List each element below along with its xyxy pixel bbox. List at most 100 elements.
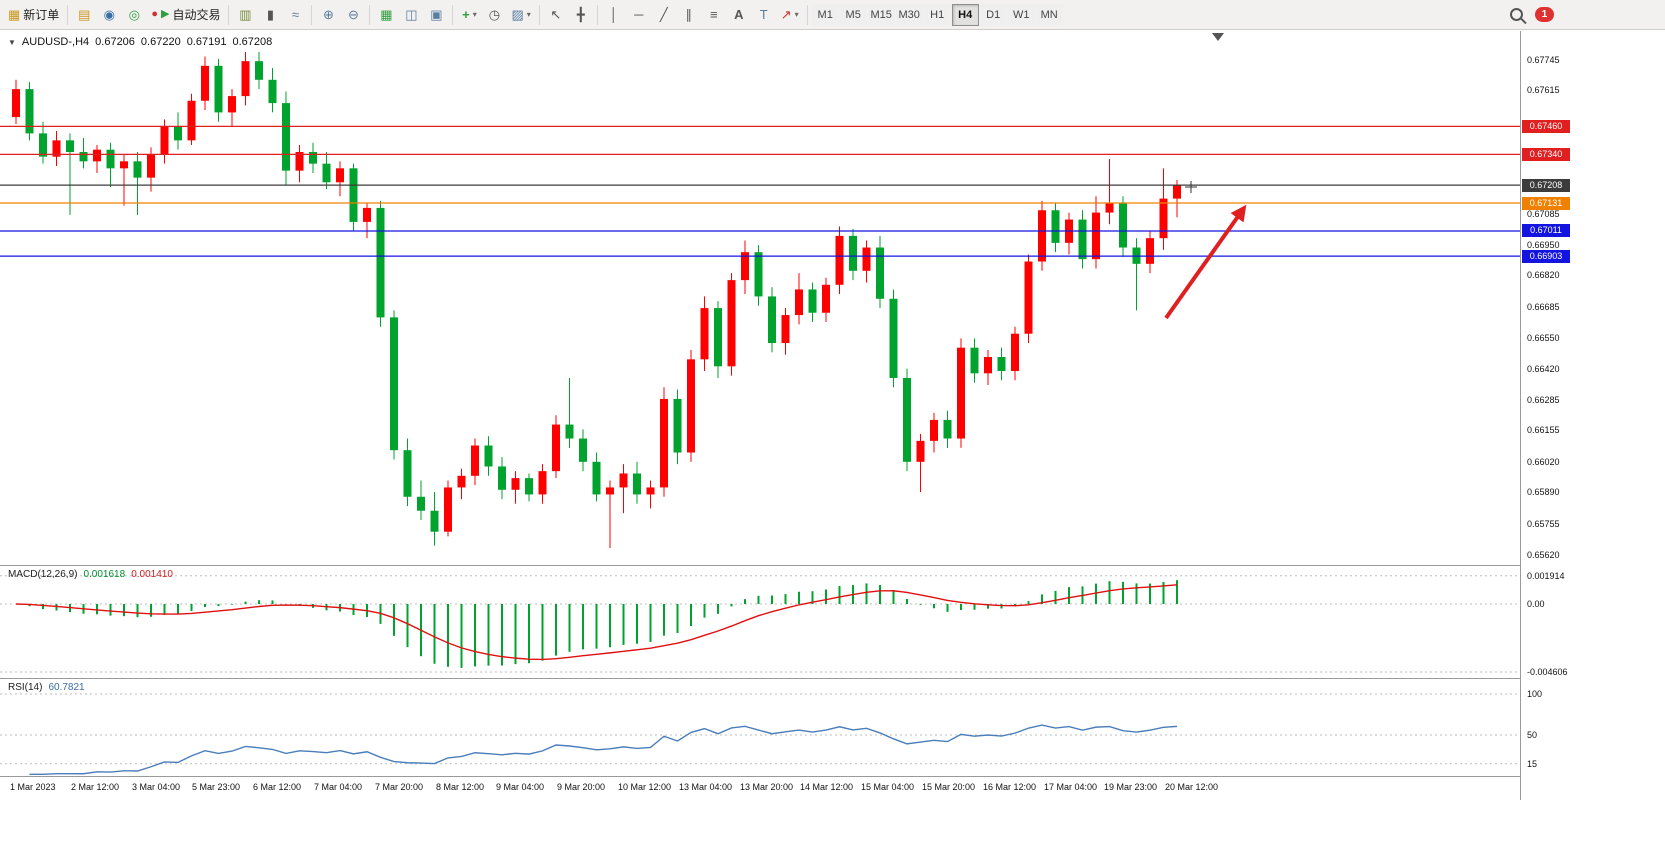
timeframe-w1-button[interactable]: W1: [1007, 3, 1035, 26]
new-order-label: 新订单: [23, 8, 60, 22]
vertical-line-tool-button[interactable]: │: [602, 3, 626, 27]
bar-chart-button[interactable]: ▥: [233, 3, 257, 27]
candle: [822, 277, 830, 323]
candle-body: [579, 438, 587, 462]
rsi-title: RSI(14): [8, 682, 43, 693]
candle: [808, 282, 817, 323]
candle: [646, 480, 655, 509]
candle-body: [673, 398, 682, 453]
time-axis-label: 10 Mar 12:00: [618, 782, 672, 792]
add-indicator-button[interactable]: + ▾: [457, 3, 481, 27]
crosshair-tool-button[interactable]: ╋: [569, 3, 593, 27]
candle-body: [174, 126, 182, 141]
candle-body: [160, 126, 169, 155]
time-axis-label: 17 Mar 04:00: [1044, 782, 1098, 792]
notification-badge[interactable]: 1: [1535, 7, 1554, 22]
candle-body: [552, 424, 560, 472]
candle-body: [592, 461, 601, 495]
price-axis: 0.67460 0.67340 0.67208 0.67131 0.67011 0.669…: [1521, 0, 1665, 849]
fibonacci-tool-button[interactable]: ≡: [702, 3, 726, 27]
candle: [660, 387, 668, 497]
profile-button[interactable]: ◉: [97, 3, 121, 27]
candle: [336, 161, 344, 197]
price-axis-label: 0.65890: [1527, 487, 1560, 498]
cursor-tool-button[interactable]: ↖: [544, 3, 568, 27]
terminal-button[interactable]: ▤: [72, 3, 96, 27]
arrange-windows-button[interactable]: ◫: [399, 3, 423, 27]
price-axis-label: 0.66550: [1527, 333, 1560, 344]
timeframe-m1-button[interactable]: M1: [811, 3, 839, 26]
timeframe-m5-button[interactable]: M5: [839, 3, 867, 26]
timeframe-h1-button[interactable]: H1: [923, 3, 951, 26]
zoom-out-button[interactable]: ⊖: [341, 3, 365, 27]
candle: [1105, 158, 1114, 225]
trendline-tool-button[interactable]: ╱: [652, 3, 676, 27]
search-icon[interactable]: [1510, 8, 1523, 21]
candle: [255, 51, 263, 90]
timeframe-mn-button[interactable]: MN: [1035, 3, 1063, 26]
template-icon: ▨: [511, 7, 524, 22]
new-order-button[interactable]: ▦ 新订单: [4, 3, 63, 27]
time-axis-label: 15 Mar 20:00: [922, 782, 976, 792]
autotrading-label: 自动交易: [172, 8, 221, 22]
candle: [1051, 203, 1060, 253]
candle-body: [1038, 210, 1046, 262]
timeframe-h4-button[interactable]: H4: [951, 3, 979, 26]
template-button[interactable]: ▨ ▾: [507, 3, 534, 27]
candle-body: [741, 252, 749, 281]
news-button[interactable]: ◎: [122, 3, 146, 27]
candle: [565, 377, 574, 448]
line-chart-button[interactable]: ≈: [283, 3, 307, 27]
autotrading-button[interactable]: ● ▶ 自动交易: [147, 3, 224, 27]
candle: [228, 89, 236, 127]
trendline-icon: ╱: [659, 7, 668, 22]
candle-body: [187, 100, 196, 141]
trend-arrow[interactable]: [1164, 204, 1247, 320]
candle: [835, 226, 844, 295]
candle-body: [754, 252, 763, 297]
channel-tool-button[interactable]: ∥: [677, 3, 701, 27]
price-axis-label: 0.67615: [1527, 85, 1560, 96]
rsi-axis-label: 50: [1527, 730, 1538, 740]
candle-body: [835, 235, 844, 285]
panel-separators: [0, 31, 1521, 800]
horizontal-line-tool-button[interactable]: ─: [627, 3, 651, 27]
cascade-windows-button[interactable]: ▣: [424, 3, 448, 27]
toolbar-separator: [452, 4, 454, 25]
candle: [174, 112, 182, 150]
candle: [1173, 179, 1181, 218]
shapes-tool-button[interactable]: ↗ ▾: [777, 3, 803, 27]
news-icon: ◎: [128, 7, 140, 22]
candle: [93, 145, 101, 173]
timeframe-m30-button[interactable]: M30: [895, 3, 923, 26]
candle: [66, 133, 74, 215]
timeframe-m15-button[interactable]: M15: [867, 3, 895, 26]
chart-shift-marker[interactable]: [1212, 33, 1224, 41]
candle-body: [336, 168, 344, 183]
clock-icon: ◷: [488, 7, 501, 22]
toolbar-separator: [538, 4, 540, 25]
candle: [430, 492, 439, 546]
candlestick-chart-button[interactable]: ▮: [258, 3, 282, 27]
chart-menu-icon[interactable]: ▼: [8, 37, 16, 47]
candle-body: [457, 475, 466, 488]
chart-symbol-period: AUDUSD-,H4: [21, 36, 90, 48]
candle: [457, 468, 466, 500]
timeframe-d1-button[interactable]: D1: [979, 3, 1007, 26]
macd-signal-value: 0.001410: [131, 569, 173, 580]
tile-windows-button[interactable]: ▦: [374, 3, 398, 27]
time-axis-label: 15 Mar 04:00: [861, 782, 915, 792]
crosshair-icon: ╋: [576, 7, 585, 22]
line-chart-icon: ≈: [291, 7, 300, 22]
text-icon: A: [734, 7, 744, 22]
period-button[interactable]: ◷: [482, 3, 506, 27]
text-tool-button[interactable]: A: [727, 3, 751, 27]
candle: [1119, 196, 1127, 257]
label-tool-button[interactable]: T: [752, 3, 776, 27]
rsi-axis-label: 100: [1527, 689, 1543, 699]
cascade-windows-icon: ▣: [430, 7, 443, 22]
candle-body: [309, 152, 317, 164]
candle: [363, 203, 371, 239]
zoom-in-button[interactable]: ⊕: [316, 3, 340, 27]
